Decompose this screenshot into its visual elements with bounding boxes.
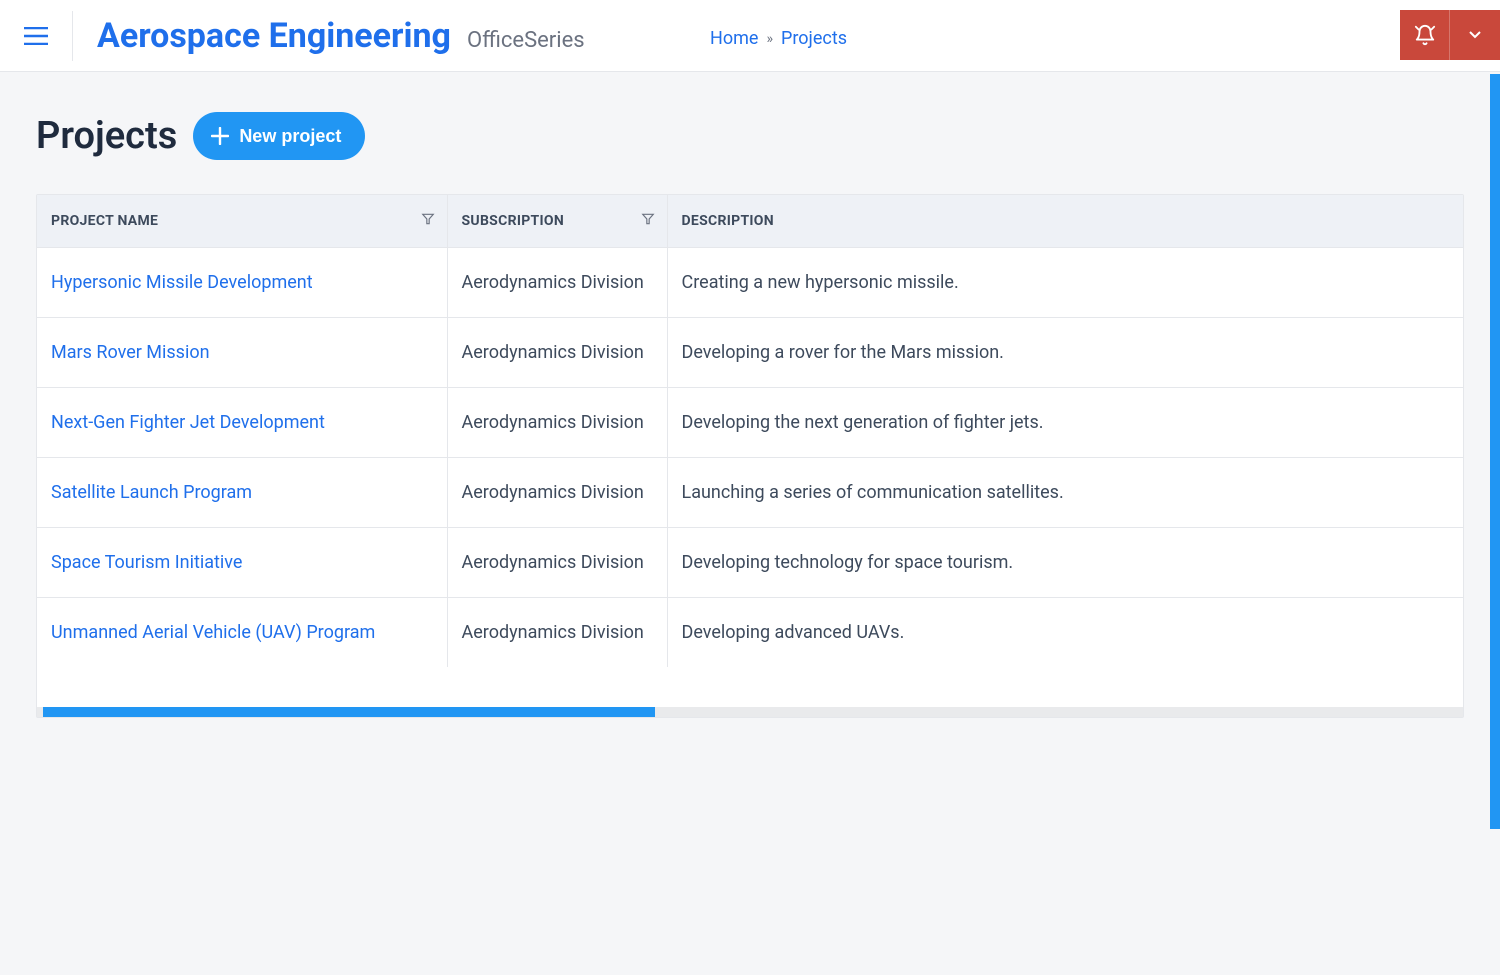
table-body: Hypersonic Missile Development Aerodynami…: [37, 248, 1463, 668]
vertical-scrollbar[interactable]: [1490, 74, 1500, 829]
table-row: Next-Gen Fighter Jet Development Aerodyna…: [37, 388, 1463, 458]
projects-table-container: Project Name Subscription Description: [36, 194, 1464, 718]
cell-subscription: Aerodynamics Division: [447, 318, 667, 388]
table-row: Hypersonic Missile Development Aerodynami…: [37, 248, 1463, 318]
filter-icon: [421, 212, 435, 226]
cell-description: Developing technology for space tourism.: [667, 528, 1463, 598]
hamburger-icon: [24, 27, 48, 45]
column-header-name[interactable]: Project Name: [37, 195, 447, 248]
filter-icon: [641, 212, 655, 226]
project-link[interactable]: Satellite Launch Program: [51, 482, 252, 503]
cell-subscription: Aerodynamics Division: [447, 388, 667, 458]
cell-subscription: Aerodynamics Division: [447, 528, 667, 598]
table-row: Unmanned Aerial Vehicle (UAV) Program Aer…: [37, 598, 1463, 668]
column-header-description[interactable]: Description: [667, 195, 1463, 248]
brand-title[interactable]: Aerospace Engineering: [97, 16, 451, 56]
notifications-dropdown-button[interactable]: [1450, 10, 1500, 60]
notifications-button[interactable]: [1400, 10, 1450, 60]
horizontal-scrollbar-thumb[interactable]: [43, 707, 655, 717]
top-header: Aerospace Engineering OfficeSeries Home …: [0, 0, 1500, 72]
cell-project-name: Unmanned Aerial Vehicle (UAV) Program: [37, 598, 447, 668]
page-title: Projects: [36, 114, 177, 158]
column-header-subscription-label: Subscription: [462, 213, 565, 229]
new-project-label: New project: [239, 126, 341, 147]
column-header-subscription[interactable]: Subscription: [447, 195, 667, 248]
header-actions: [1400, 10, 1500, 60]
project-link[interactable]: Unmanned Aerial Vehicle (UAV) Program: [51, 622, 375, 643]
cell-description: Developing a rover for the Mars mission.: [667, 318, 1463, 388]
brand-subtitle: OfficeSeries: [467, 28, 585, 53]
projects-table: Project Name Subscription Description: [37, 195, 1463, 667]
cell-subscription: Aerodynamics Division: [447, 248, 667, 318]
cell-description: Creating a new hypersonic missile.: [667, 248, 1463, 318]
breadcrumb: Home » Projects: [710, 28, 847, 49]
page-header: Projects New project: [36, 112, 1464, 160]
brand: Aerospace Engineering OfficeSeries: [73, 16, 585, 56]
cell-description: Developing the next generation of fighte…: [667, 388, 1463, 458]
menu-button[interactable]: [0, 0, 72, 72]
table-row: Satellite Launch Program Aerodynamics Div…: [37, 458, 1463, 528]
breadcrumb-home[interactable]: Home: [710, 28, 758, 49]
cell-project-name: Next-Gen Fighter Jet Development: [37, 388, 447, 458]
filter-name-button[interactable]: [421, 212, 435, 230]
breadcrumb-current[interactable]: Projects: [781, 28, 847, 49]
cell-subscription: Aerodynamics Division: [447, 458, 667, 528]
bell-icon: [1414, 24, 1436, 46]
new-project-button[interactable]: New project: [193, 112, 365, 160]
breadcrumb-separator: »: [766, 31, 773, 47]
filter-subscription-button[interactable]: [641, 212, 655, 230]
project-link[interactable]: Next-Gen Fighter Jet Development: [51, 412, 325, 433]
cell-project-name: Hypersonic Missile Development: [37, 248, 447, 318]
table-row: Space Tourism Initiative Aerodynamics Div…: [37, 528, 1463, 598]
column-header-description-label: Description: [682, 213, 774, 229]
main-content: Projects New project Project Name Subscr…: [0, 72, 1500, 758]
cell-project-name: Satellite Launch Program: [37, 458, 447, 528]
caret-down-icon: [1469, 31, 1481, 39]
cell-project-name: Space Tourism Initiative: [37, 528, 447, 598]
cell-project-name: Mars Rover Mission: [37, 318, 447, 388]
plus-icon: [211, 127, 229, 145]
table-row: Mars Rover Mission Aerodynamics DivisionD…: [37, 318, 1463, 388]
cell-description: Launching a series of communication sate…: [667, 458, 1463, 528]
project-link[interactable]: Hypersonic Missile Development: [51, 272, 313, 293]
cell-description: Developing advanced UAVs.: [667, 598, 1463, 668]
cell-subscription: Aerodynamics Division: [447, 598, 667, 668]
table-header-row: Project Name Subscription Description: [37, 195, 1463, 248]
column-header-name-label: Project Name: [51, 213, 158, 229]
project-link[interactable]: Mars Rover Mission: [51, 342, 210, 363]
horizontal-scrollbar[interactable]: [37, 707, 1463, 717]
project-link[interactable]: Space Tourism Initiative: [51, 552, 242, 573]
